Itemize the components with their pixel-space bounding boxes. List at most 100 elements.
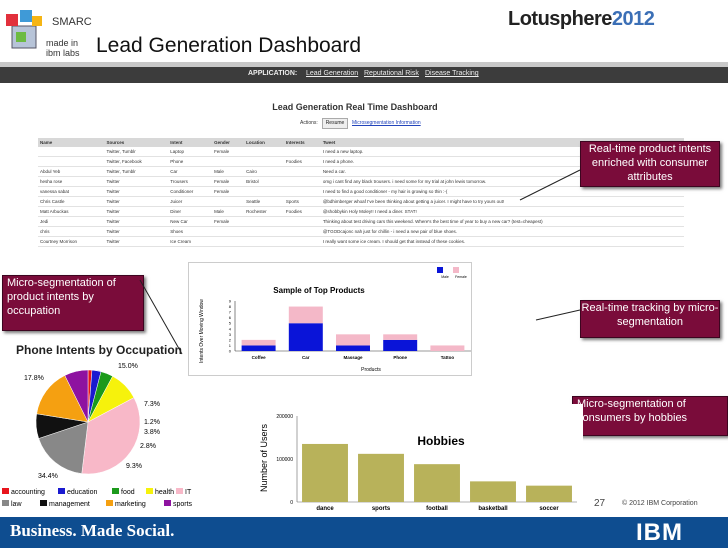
- y-tick-label: 3: [229, 332, 232, 337]
- table-cell: Jedi: [38, 216, 105, 227]
- y-tick-label: 5: [229, 321, 232, 326]
- x-tick-label: basketball: [478, 506, 508, 512]
- y-tick-label: 0: [229, 349, 232, 354]
- column-header-sources[interactable]: Sources: [104, 138, 169, 147]
- table-cell: I need a new laptop.: [320, 147, 684, 157]
- table-cell: Cairo: [244, 166, 284, 177]
- hobbies-panel: Hobbies Number of Users 0 100000 200000 dan…: [253, 404, 583, 516]
- legend-swatch: [2, 488, 9, 494]
- column-header-location[interactable]: Location: [244, 138, 284, 147]
- table-cell: Conditioner: [168, 186, 213, 197]
- x-tick-label: sports: [372, 506, 391, 512]
- table-row[interactable]: vanessa sabat Twitter Conditioner Female I n…: [38, 186, 684, 197]
- table-header-row: Name Sources Intent Gender Location Inte…: [38, 138, 684, 147]
- table-cell: Diner: [168, 206, 213, 217]
- table-cell: New Car: [168, 216, 213, 227]
- y-tick-label: 200000: [276, 414, 293, 420]
- y-tick-label: 9: [229, 299, 232, 304]
- legend-label: IT: [185, 489, 192, 496]
- table-row[interactable]: Jedi Twitter New Car Female Thinking about t…: [38, 216, 684, 227]
- legend-label: management: [49, 501, 90, 508]
- table-cell: Shoes: [168, 226, 213, 237]
- lotusphere-logo: Lotusphere2012: [508, 8, 655, 31]
- callout-realtime-tracking: Real-time tracking by micro-segmentation: [580, 300, 720, 338]
- table-cell: @shobbykin Holy Moley!! I need a diner. …: [320, 206, 684, 217]
- legend-label: marketing: [115, 501, 146, 508]
- pie-slice-sports: [64, 369, 89, 423]
- resume-button[interactable]: Resume: [322, 118, 348, 129]
- table-cell: [38, 147, 105, 157]
- legend-label: health: [155, 489, 174, 496]
- table-cell: Female: [212, 176, 245, 187]
- table-row[interactable]: Twitter, Tumblr Laptop Female I need a new …: [38, 147, 684, 157]
- table-cell: [244, 236, 284, 247]
- bar-female-phone: [383, 334, 418, 340]
- smarc-label: SMARC: [52, 16, 92, 28]
- column-header-name[interactable]: Name: [38, 138, 105, 147]
- x-tick-label: soccer: [539, 506, 559, 512]
- footer-bar: [0, 517, 728, 548]
- table-cell: Twitter: [104, 216, 169, 227]
- legend-swatch: [176, 488, 183, 494]
- chart-title: Hobbies: [417, 434, 465, 448]
- callout-product-intents: Real-time product intents enriched with …: [580, 141, 720, 187]
- page-number: 27: [594, 498, 606, 509]
- made-in-ibm-labs-logo: made in ibm labs: [46, 38, 80, 58]
- legend-label: food: [121, 489, 135, 496]
- copyright-text: © 2012 IBM Corporation: [622, 500, 698, 507]
- table-cell: Twitter, Tumblr: [104, 166, 169, 177]
- chart-bars: 0 100000 200000 dance sports football basketba…: [276, 414, 577, 512]
- pie-label: 3.8%: [144, 429, 160, 436]
- callout-consumers-hobbies: Micro-segmentation of consumers by hobbi…: [572, 396, 728, 436]
- legend-swatch: [112, 488, 119, 494]
- column-header-gender[interactable]: Gender: [212, 138, 245, 147]
- column-header-intent[interactable]: Intent: [168, 138, 213, 147]
- bar-male-coffee: [241, 345, 276, 351]
- legend-label: sports: [173, 501, 193, 508]
- table-cell: Bristol: [244, 176, 284, 187]
- nav-link-lead-generation[interactable]: Lead Generation: [306, 70, 359, 77]
- y-axis-label: Intents Over Moving Window: [199, 299, 205, 363]
- table-row[interactable]: Matt Arbuckas Twitter Diner Male Rochester Fo…: [38, 206, 684, 217]
- table-cell: Car: [168, 166, 213, 177]
- phone-intents-panel: Phone Intents by Occupation 15.0% 7.3% 1.2…: [0, 338, 200, 516]
- table-cell: Twitter: [104, 186, 169, 197]
- microsegmentation-info-link[interactable]: Microsegmentation Information: [352, 120, 421, 126]
- table-cell: Trousers: [168, 176, 213, 187]
- table-cell: chris: [38, 226, 105, 237]
- slogan: Business. Made Social.: [10, 521, 175, 540]
- column-header-interests[interactable]: Interests: [283, 138, 321, 147]
- top-products-panel: Sample of Top Products Products Intents …: [188, 262, 472, 376]
- table-cell: [244, 156, 284, 167]
- legend-swatch: [453, 267, 459, 273]
- table-row[interactable]: Chris Castle Twitter Juicer Seattle Sports @b…: [38, 196, 684, 207]
- pie-slice-marketing: [36, 375, 89, 423]
- table-cell: hesha rose: [38, 176, 105, 187]
- top-products-chart: Sample of Top Products Products Intents …: [199, 267, 471, 373]
- application-label: APPLICATION:: [248, 70, 298, 77]
- table-cell: [212, 236, 245, 247]
- table-cell: Laptop: [168, 147, 213, 157]
- table-row[interactable]: chris Twitter Shoes @TGODcajonc nah just fo…: [38, 226, 684, 237]
- legend-swatch: [2, 500, 9, 506]
- column-header-tweet[interactable]: Tweet: [320, 138, 684, 147]
- x-tick-label: dance: [316, 506, 334, 512]
- table-row[interactable]: Courtney Morrison Twitter Ice Cream I reall…: [38, 236, 684, 247]
- nav-link-disease-tracking[interactable]: Disease Tracking: [425, 70, 479, 77]
- pie-slice-it: [81, 397, 141, 475]
- bar-female-coffee: [241, 339, 276, 346]
- table-cell: omg i cant find any black trousers. i ne…: [320, 176, 684, 187]
- legend-label: accounting: [11, 489, 45, 496]
- table-cell: Female: [212, 186, 245, 197]
- nav-link-reputational-risk[interactable]: Reputational Risk: [364, 70, 419, 77]
- table-cell: Seattle: [244, 196, 284, 207]
- ibm-logo: IBM: [636, 519, 683, 546]
- slide-title: Lead Generation Dashboard: [96, 34, 362, 57]
- table-row[interactable]: Abdul Yeb Twitter, Tumblr Car Male Cairo Need…: [38, 166, 684, 177]
- table-row[interactable]: Twitter, Facebook Phone Foodies I need a ph…: [38, 156, 684, 167]
- table-cell: Twitter: [104, 226, 169, 237]
- table-row[interactable]: hesha rose Twitter Trousers Female Bristol om…: [38, 176, 684, 187]
- table-cell: Chris Castle: [38, 196, 105, 207]
- callout-micro-occupation: Micro-segmentation of product intents by…: [2, 275, 144, 331]
- pie-label: 7.3%: [144, 401, 160, 408]
